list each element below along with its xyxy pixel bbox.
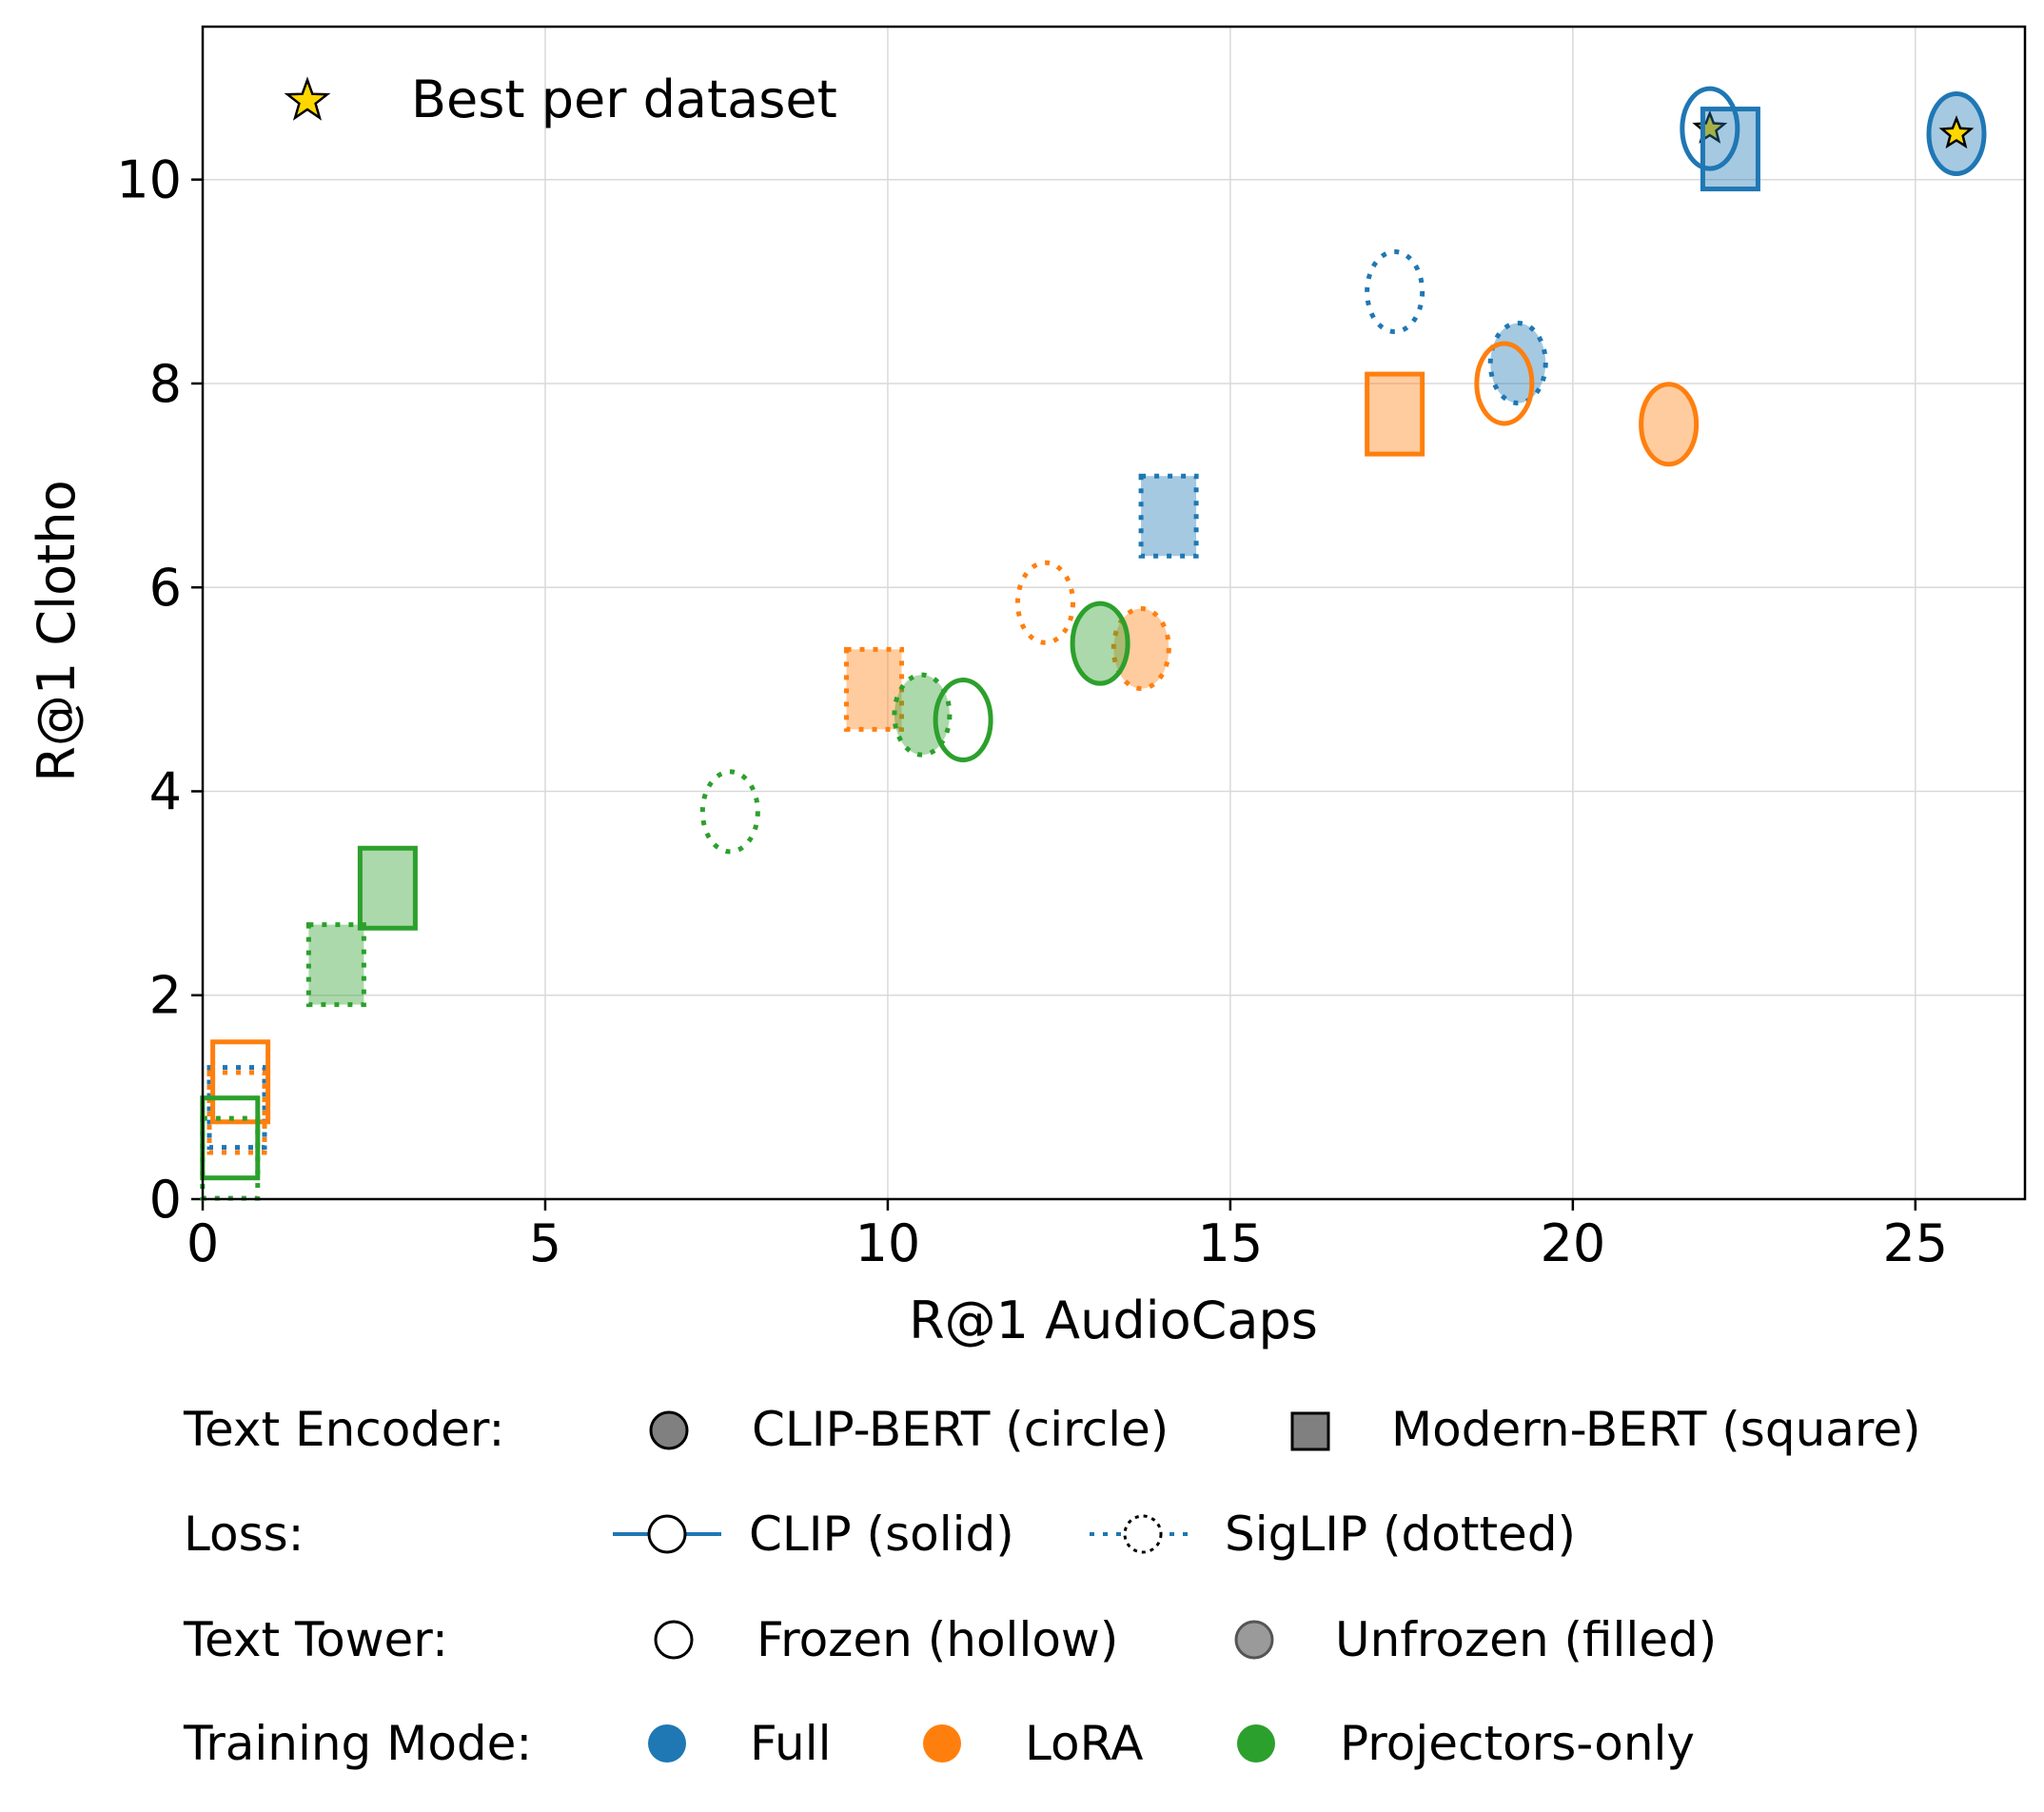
y-tick-label: 0 bbox=[149, 1170, 182, 1230]
projectors-color-swatch bbox=[1237, 1724, 1275, 1763]
legend-text-tower-title: Text Tower: bbox=[183, 1612, 448, 1667]
x-tick-label: 15 bbox=[1198, 1213, 1264, 1273]
legend-modern-bert-label: Modern-BERT (square) bbox=[1391, 1402, 1921, 1457]
x-tick-label: 25 bbox=[1882, 1213, 1948, 1273]
y-tick-label: 2 bbox=[149, 966, 182, 1026]
circle-point-projectors-only bbox=[699, 769, 760, 855]
legend-training-mode-title: Training Mode: bbox=[183, 1716, 532, 1771]
circle-point-full bbox=[1365, 249, 1425, 335]
x-tick-label: 5 bbox=[529, 1213, 561, 1273]
y-axis-label: R@1 Clotho bbox=[27, 480, 87, 781]
y-tick-label: 10 bbox=[116, 150, 182, 210]
best-star-icon bbox=[1692, 109, 1728, 144]
best-legend-label: Best per dataset bbox=[411, 69, 837, 129]
square-point-projectors-only bbox=[305, 922, 366, 1008]
best-legend: Best per dataset bbox=[284, 69, 837, 129]
dotted-circle-marker-icon bbox=[1123, 1514, 1163, 1554]
circle-point-lora bbox=[1474, 341, 1535, 426]
legend-clip-loss-label: CLIP (solid) bbox=[749, 1507, 1014, 1562]
x-tick-label: 20 bbox=[1540, 1213, 1605, 1273]
legend-unfrozen-label: Unfrozen (filled) bbox=[1335, 1612, 1717, 1667]
circle-point-full bbox=[1680, 86, 1740, 171]
plot-area-frame bbox=[201, 25, 2027, 1201]
circle-point-lora bbox=[1639, 382, 1700, 467]
square-point-full bbox=[1700, 107, 1760, 192]
hollow-marker-icon bbox=[654, 1620, 694, 1660]
full-color-swatch bbox=[648, 1724, 686, 1763]
y-tick-label: 4 bbox=[149, 761, 182, 821]
axis-ticks: 0 5 10 15 20 25 0 2 4 6 8 10 bbox=[116, 150, 1948, 1273]
square-point-lora bbox=[1365, 371, 1425, 457]
square-point-lora bbox=[206, 1070, 267, 1155]
square-point-lora bbox=[844, 646, 905, 732]
square-point-full bbox=[206, 1065, 267, 1151]
square-point-projectors-only bbox=[200, 1115, 261, 1201]
circle-point-projectors-only bbox=[933, 677, 993, 762]
x-axis-label: R@1 AudioCaps bbox=[909, 1290, 1318, 1350]
legend-siglip-loss-label: SigLIP (dotted) bbox=[1225, 1507, 1576, 1562]
circle-point-projectors-only bbox=[892, 672, 953, 758]
square-marker-icon bbox=[1290, 1411, 1330, 1451]
best-star-icon bbox=[1938, 115, 1975, 149]
square-point-lora bbox=[210, 1039, 271, 1125]
star-icon bbox=[284, 76, 331, 121]
data-points bbox=[200, 86, 1987, 1201]
square-point-projectors-only bbox=[357, 845, 418, 931]
legend-text-encoder-title: Text Encoder: bbox=[183, 1402, 504, 1457]
x-tick-label: 10 bbox=[855, 1213, 921, 1273]
bottom-legend: Text Encoder: CLIP-BERT (circle) Modern-… bbox=[183, 1402, 1921, 1771]
circle-point-full bbox=[1487, 321, 1548, 406]
legend-loss-title: Loss: bbox=[184, 1507, 305, 1562]
x-tick-label: 0 bbox=[187, 1213, 219, 1273]
legend-projectors-label: Projectors-only bbox=[1340, 1716, 1695, 1771]
circle-marker-icon bbox=[649, 1410, 689, 1450]
y-tick-label: 6 bbox=[149, 558, 182, 618]
legend-frozen-label: Frozen (hollow) bbox=[757, 1612, 1118, 1667]
y-tick-label: 8 bbox=[149, 354, 182, 414]
legend-full-label: Full bbox=[750, 1716, 832, 1771]
legend-clip-bert-label: CLIP-BERT (circle) bbox=[752, 1402, 1169, 1457]
square-point-full bbox=[1138, 473, 1199, 559]
circle-point-projectors-only bbox=[1070, 601, 1130, 686]
filled-marker-icon bbox=[1234, 1620, 1274, 1660]
legend-lora-label: LoRA bbox=[1025, 1716, 1144, 1771]
circle-point-lora bbox=[1015, 560, 1076, 645]
circle-marker-icon bbox=[647, 1514, 687, 1554]
lora-color-swatch bbox=[923, 1724, 961, 1763]
